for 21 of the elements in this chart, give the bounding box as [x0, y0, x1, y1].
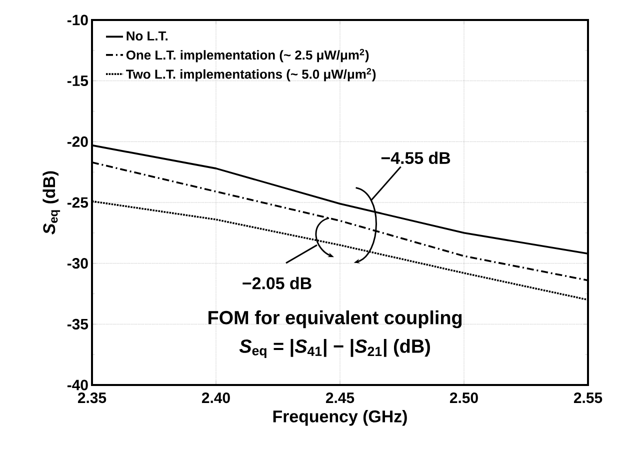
annotation: FOM for equivalent coupling [208, 310, 462, 328]
y-tick-label: -30 [67, 258, 88, 269]
x-tick-label: 2.50 [450, 392, 478, 404]
y-tick-label: -35 [67, 318, 88, 330]
annotation: −4.55 dB [381, 152, 450, 164]
legend-label: No L.T. [126, 31, 168, 41]
y-tick-label: -40 [67, 380, 88, 390]
legend-label: One L.T. implementation (~ 2.5 μW/μm$^{2}$) [126, 48, 369, 62]
x-tick-label: 2.55 [574, 392, 602, 404]
y-tick-label: -15 [67, 76, 88, 86]
x-axis-title: Frequency (GHz) [273, 410, 407, 426]
y-tick-label: -10 [67, 14, 88, 26]
x-tick-label: 2.40 [202, 392, 230, 404]
x-tick-label: 2.45 [326, 392, 354, 404]
x-tick-label: 2.35 [78, 392, 106, 404]
legend-label: Two L.T. implementations (~ 5.0 μW/μm$^{2}$) [126, 68, 376, 82]
y-tick-label: -25 [67, 197, 88, 208]
y-tick-label: -20 [67, 136, 88, 147]
y-axis-title: S$_{eq}$ (dB) [42, 171, 60, 234]
annotation: −2.05 dB [242, 276, 312, 290]
text: S$_{eq}$ = |S$_{41}$| − |S$_{21}$| (dB) [239, 338, 430, 358]
